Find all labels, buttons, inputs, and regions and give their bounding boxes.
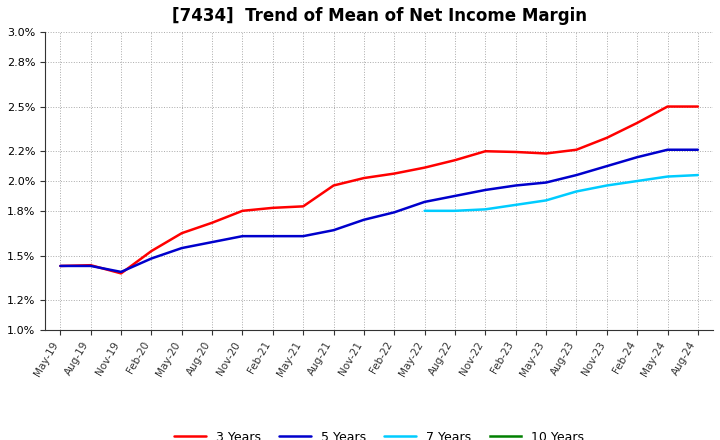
- 7 Years: [603, 183, 611, 188]
- 3 Years: [511, 149, 520, 154]
- 7 Years: [451, 208, 459, 213]
- 3 Years: [663, 104, 672, 109]
- 3 Years: [420, 165, 429, 170]
- 5 Years: [359, 217, 368, 222]
- 5 Years: [329, 227, 338, 233]
- 3 Years: [269, 205, 277, 210]
- 5 Years: [269, 234, 277, 239]
- 3 Years: [147, 249, 156, 254]
- 7 Years: [663, 174, 672, 179]
- 5 Years: [117, 269, 125, 275]
- 3 Years: [633, 120, 642, 125]
- 7 Years: [511, 202, 520, 208]
- 5 Years: [481, 187, 490, 193]
- 5 Years: [390, 210, 399, 215]
- 5 Years: [208, 239, 217, 245]
- Legend: 3 Years, 5 Years, 7 Years, 10 Years: 3 Years, 5 Years, 7 Years, 10 Years: [169, 425, 589, 440]
- 3 Years: [117, 271, 125, 276]
- Line: 5 Years: 5 Years: [60, 150, 698, 272]
- 5 Years: [299, 234, 307, 239]
- 7 Years: [481, 207, 490, 212]
- 3 Years: [572, 147, 581, 152]
- 3 Years: [208, 220, 217, 225]
- 3 Years: [693, 104, 702, 109]
- 3 Years: [177, 231, 186, 236]
- 7 Years: [693, 172, 702, 178]
- 5 Years: [420, 199, 429, 205]
- 3 Years: [299, 204, 307, 209]
- 5 Years: [511, 183, 520, 188]
- 5 Years: [238, 234, 247, 239]
- 5 Years: [177, 246, 186, 251]
- 7 Years: [541, 198, 550, 203]
- 3 Years: [359, 176, 368, 181]
- Line: 7 Years: 7 Years: [425, 175, 698, 211]
- Line: 3 Years: 3 Years: [60, 106, 698, 273]
- 5 Years: [86, 263, 95, 268]
- 5 Years: [633, 154, 642, 160]
- 7 Years: [420, 208, 429, 213]
- Title: [7434]  Trend of Mean of Net Income Margin: [7434] Trend of Mean of Net Income Margi…: [171, 7, 587, 25]
- 5 Years: [451, 193, 459, 198]
- 5 Years: [572, 172, 581, 178]
- 3 Years: [451, 158, 459, 163]
- 3 Years: [603, 135, 611, 140]
- 7 Years: [633, 178, 642, 183]
- 3 Years: [56, 263, 65, 268]
- 3 Years: [481, 149, 490, 154]
- 5 Years: [56, 263, 65, 268]
- 7 Years: [572, 189, 581, 194]
- 5 Years: [147, 256, 156, 261]
- 3 Years: [86, 263, 95, 268]
- 5 Years: [663, 147, 672, 152]
- 3 Years: [329, 183, 338, 188]
- 3 Years: [541, 151, 550, 156]
- 3 Years: [390, 171, 399, 176]
- 5 Years: [541, 180, 550, 185]
- 3 Years: [238, 208, 247, 213]
- 5 Years: [603, 164, 611, 169]
- 5 Years: [693, 147, 702, 152]
